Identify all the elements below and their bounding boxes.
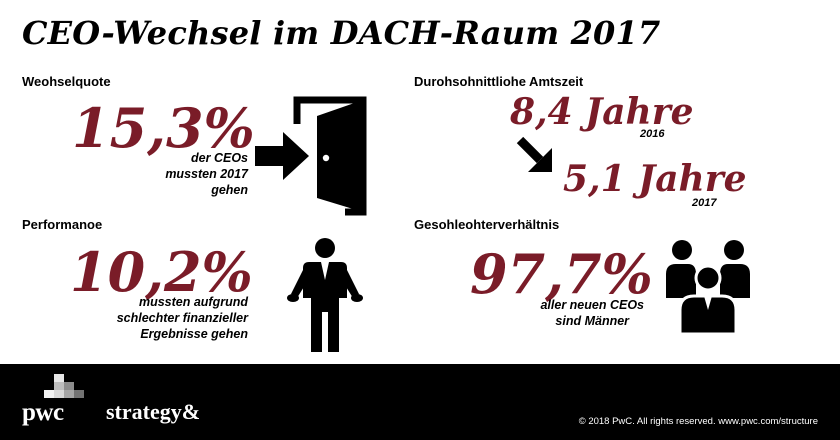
amtszeit-label: Durohsohnittliohe Amtszeit <box>414 74 584 89</box>
geschlecht-label: Gesohleohterverhältnis <box>414 217 560 232</box>
performance-caption: mussten aufgrund schlechter finanzieller… <box>116 295 248 341</box>
page-title: CEO-Wechsel im DACH-Raum 2017 <box>22 14 661 52</box>
down-right-arrow-icon <box>516 136 552 172</box>
door-exit-icon <box>255 96 367 216</box>
pwc-logo: pwc <box>22 399 64 426</box>
wechselquote-label: Weohselquote <box>22 74 111 89</box>
amtszeit-2016-year: 2016 <box>640 128 665 140</box>
performance-label: Performanoe <box>22 217 103 232</box>
geschlecht-value: 97,7% <box>470 242 653 306</box>
amtszeit-2017-year: 2017 <box>692 197 717 209</box>
geschlecht-caption: aller neuen CEOs sind Männer <box>540 298 644 328</box>
group-of-people-icon <box>666 240 750 334</box>
amtszeit-2016-value: 8,4 Jahre <box>510 91 694 133</box>
wechselquote-value: 15,3% <box>72 96 255 160</box>
copyright-text: © 2018 PwC. All rights reserved. www.pwc… <box>578 416 818 427</box>
footer-bar: pwc strategy& © 2018 PwC. All rights res… <box>0 364 840 440</box>
wechselquote-caption: der CEOs mussten 2017 gehen <box>165 151 248 197</box>
performance-value: 10,2% <box>70 240 253 304</box>
shrugging-man-icon <box>287 238 363 352</box>
pwc-logo-mark <box>44 374 84 398</box>
amtszeit-2017-value: 5,1 Jahre <box>563 158 747 200</box>
strategy-logo: strategy& <box>106 399 201 424</box>
